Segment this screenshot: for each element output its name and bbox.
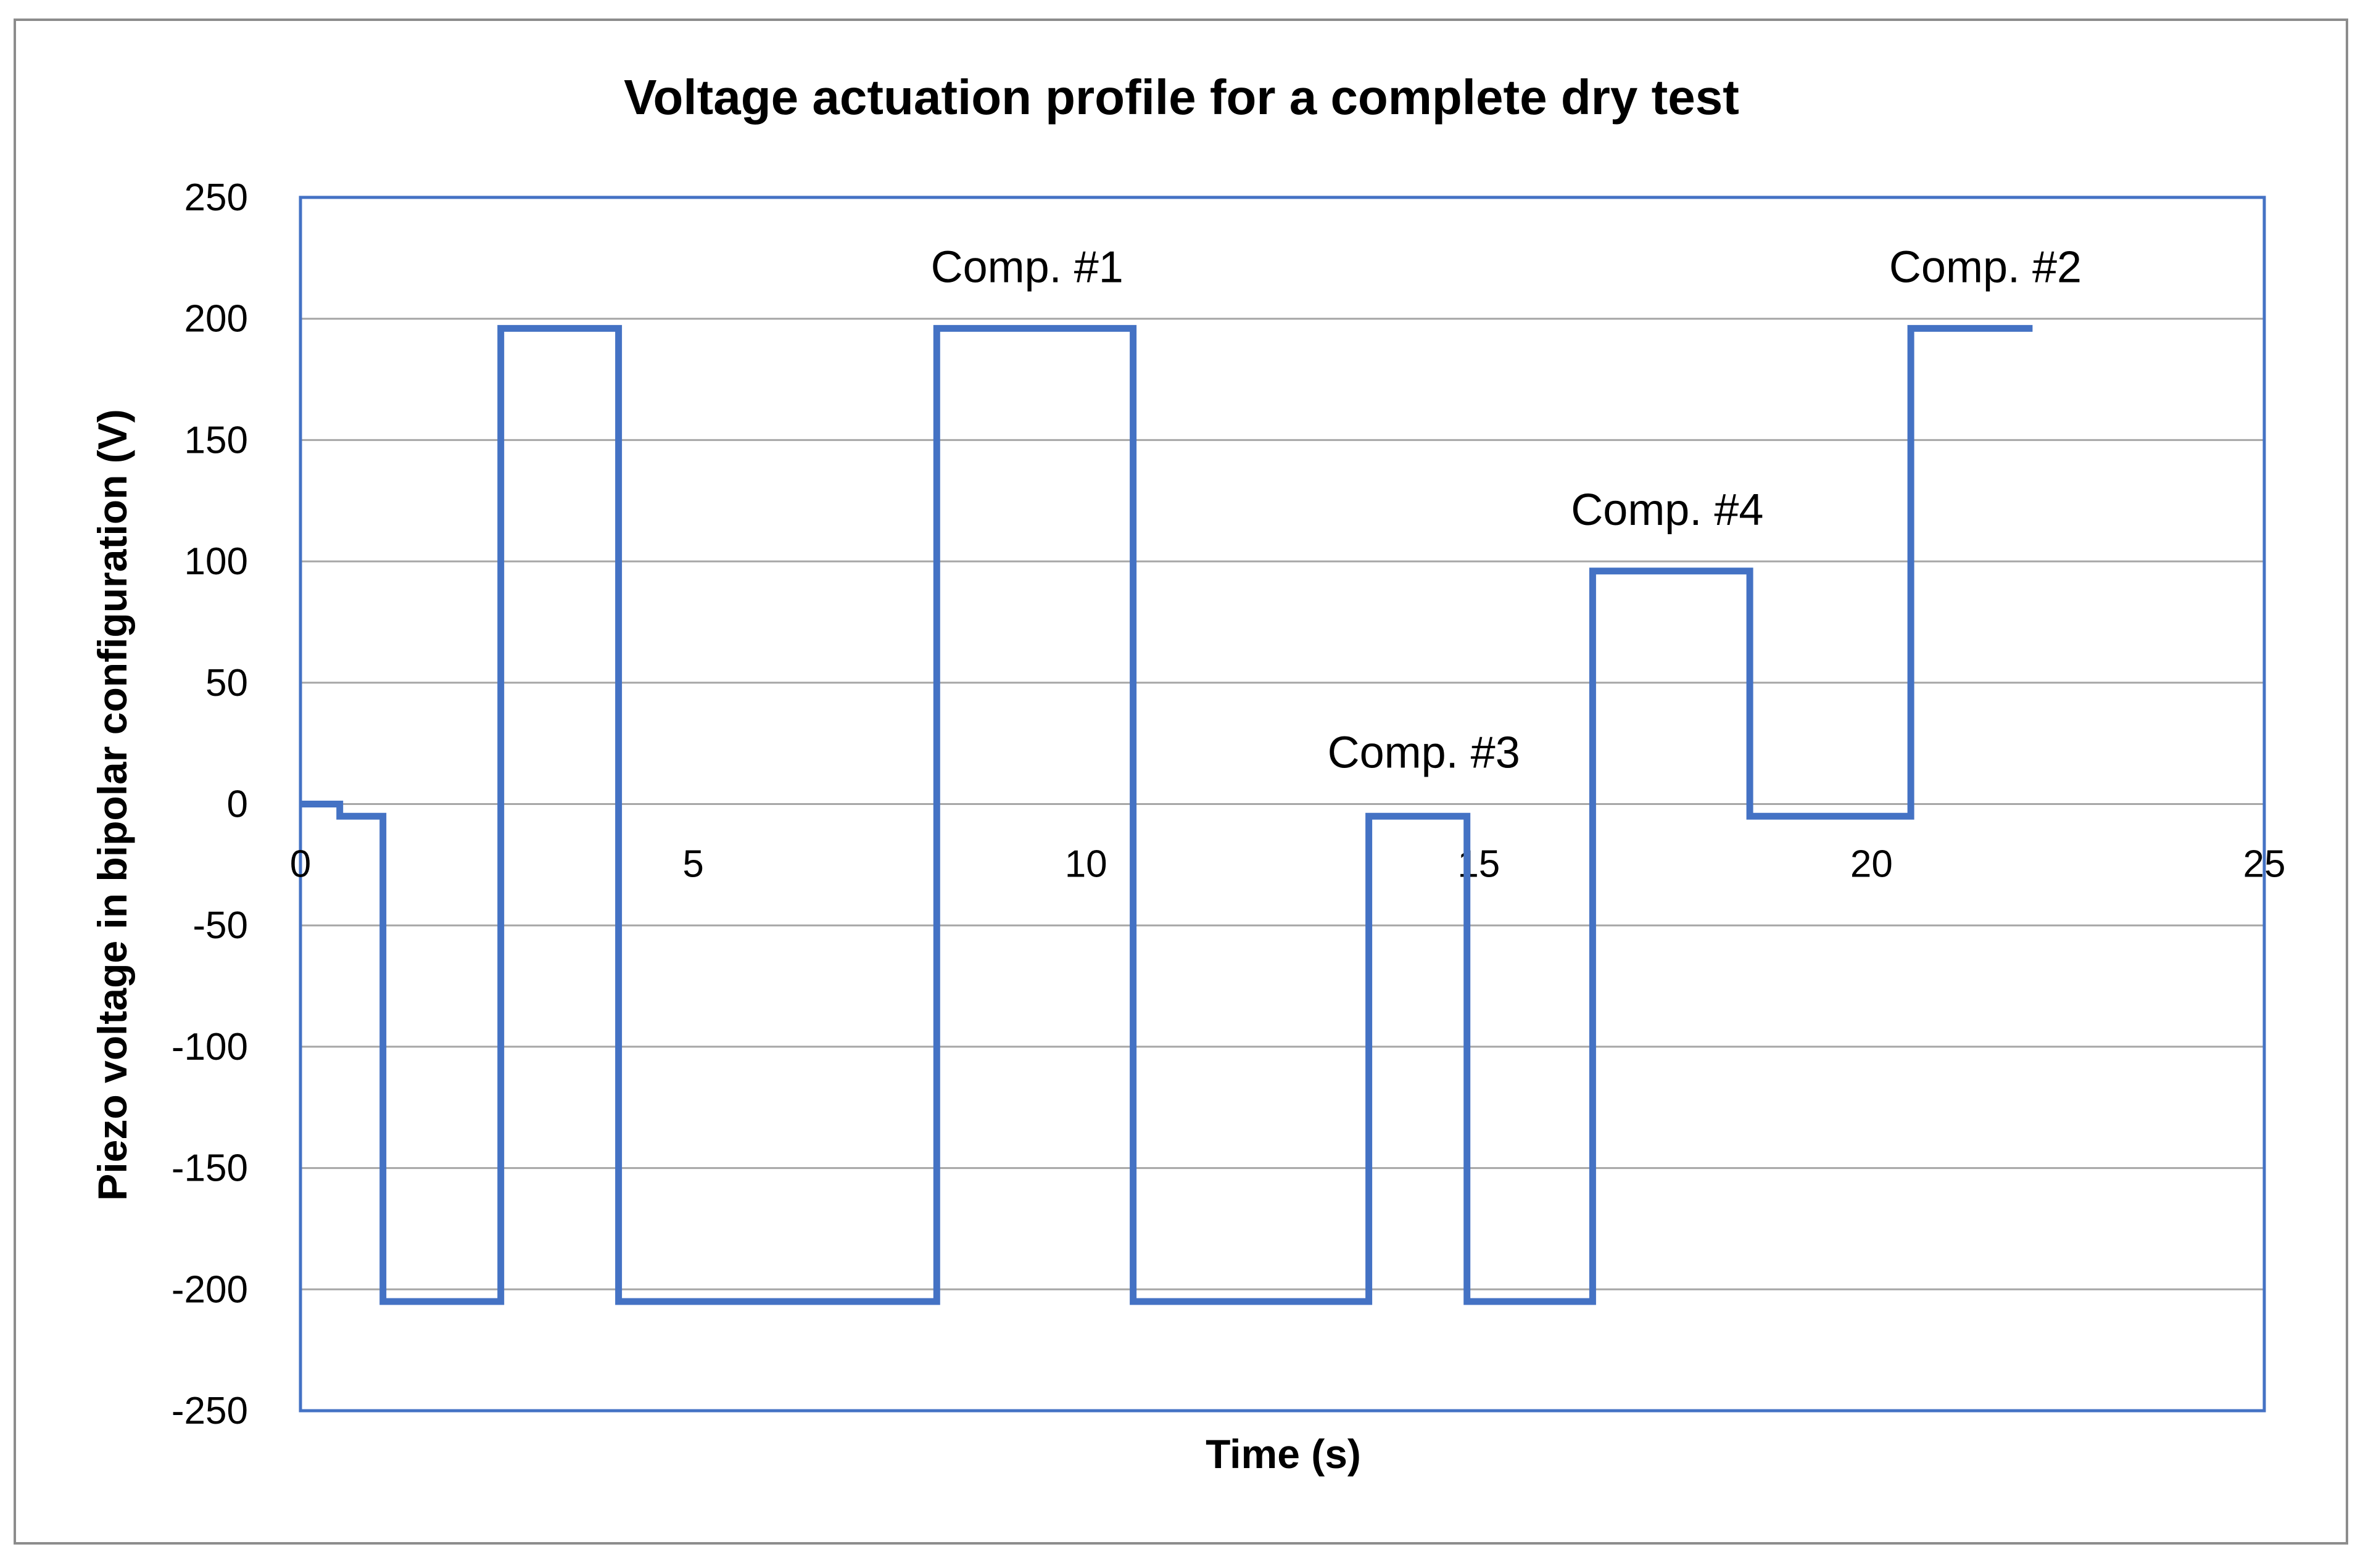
y-tick-label: 200 — [184, 298, 248, 340]
chart-title: Voltage actuation profile for a complete… — [624, 70, 1739, 125]
gridlines — [300, 318, 2264, 1290]
annotations: Comp. #1 Comp. #2 Comp. #3 Comp. #4 — [931, 243, 2082, 778]
x-tick-label: 5 — [682, 843, 703, 886]
y-tick-label: 0 — [227, 783, 248, 826]
annotation-label: Comp. #1 — [931, 243, 1124, 292]
y-axis-title: Piezo voltage in bipolar configuration (… — [89, 409, 135, 1200]
y-tick-label: -100 — [172, 1026, 248, 1068]
y-tick-label: -250 — [172, 1390, 248, 1432]
x-tick-label: 25 — [2243, 843, 2286, 886]
y-tick-label: -50 — [192, 904, 248, 947]
x-tick-label: 10 — [1065, 843, 1107, 886]
y-axis-tick-labels: 250 200 150 100 50 0 -50 -100 -150 -200 -250 — [172, 176, 248, 1432]
y-tick-label: 250 — [184, 176, 248, 219]
x-tick-label: 0 — [290, 843, 311, 886]
annotation-label: Comp. #2 — [1889, 243, 2082, 292]
x-tick-label: 20 — [1850, 843, 1893, 886]
series-layer — [300, 324, 2033, 1305]
y-tick-label: 100 — [184, 540, 248, 583]
series-line-0 — [300, 324, 2033, 1305]
y-tick-label: 50 — [205, 662, 248, 704]
annotation-label: Comp. #3 — [1328, 728, 1520, 777]
y-tick-label: -200 — [172, 1268, 248, 1311]
y-tick-label: 150 — [184, 419, 248, 461]
x-axis-title: Time (s) — [1206, 1431, 1361, 1477]
x-axis-tick-labels: 0 5 10 15 20 25 — [290, 843, 2286, 886]
y-tick-label: -150 — [172, 1147, 248, 1190]
annotation-label: Comp. #4 — [1571, 485, 1763, 535]
